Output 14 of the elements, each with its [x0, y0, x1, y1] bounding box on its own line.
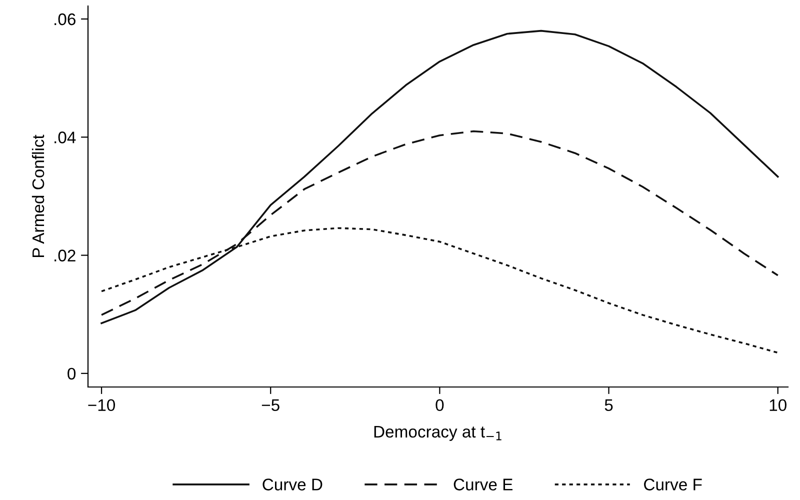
x-tick-label: 10: [770, 399, 786, 412]
x-tick-label: −10: [88, 399, 116, 412]
y-tick-label: .04: [54, 132, 76, 144]
y-axis-title: P Armed Conflict: [32, 134, 44, 258]
legend-label: Curve F: [644, 478, 702, 490]
y-tick-label: 0: [68, 368, 76, 380]
y-tick-label: .06: [54, 13, 76, 26]
legend-label: Curve E: [454, 478, 512, 490]
x-tick-label: 0: [436, 399, 444, 412]
y-tick-label: .02: [54, 250, 76, 262]
x-tick-label: −5: [262, 399, 280, 412]
x-axis-title: Democracy at t$_{−1}$: [374, 426, 502, 441]
legend-label: Curve D: [262, 478, 322, 490]
x-tick-label: 5: [604, 399, 613, 412]
